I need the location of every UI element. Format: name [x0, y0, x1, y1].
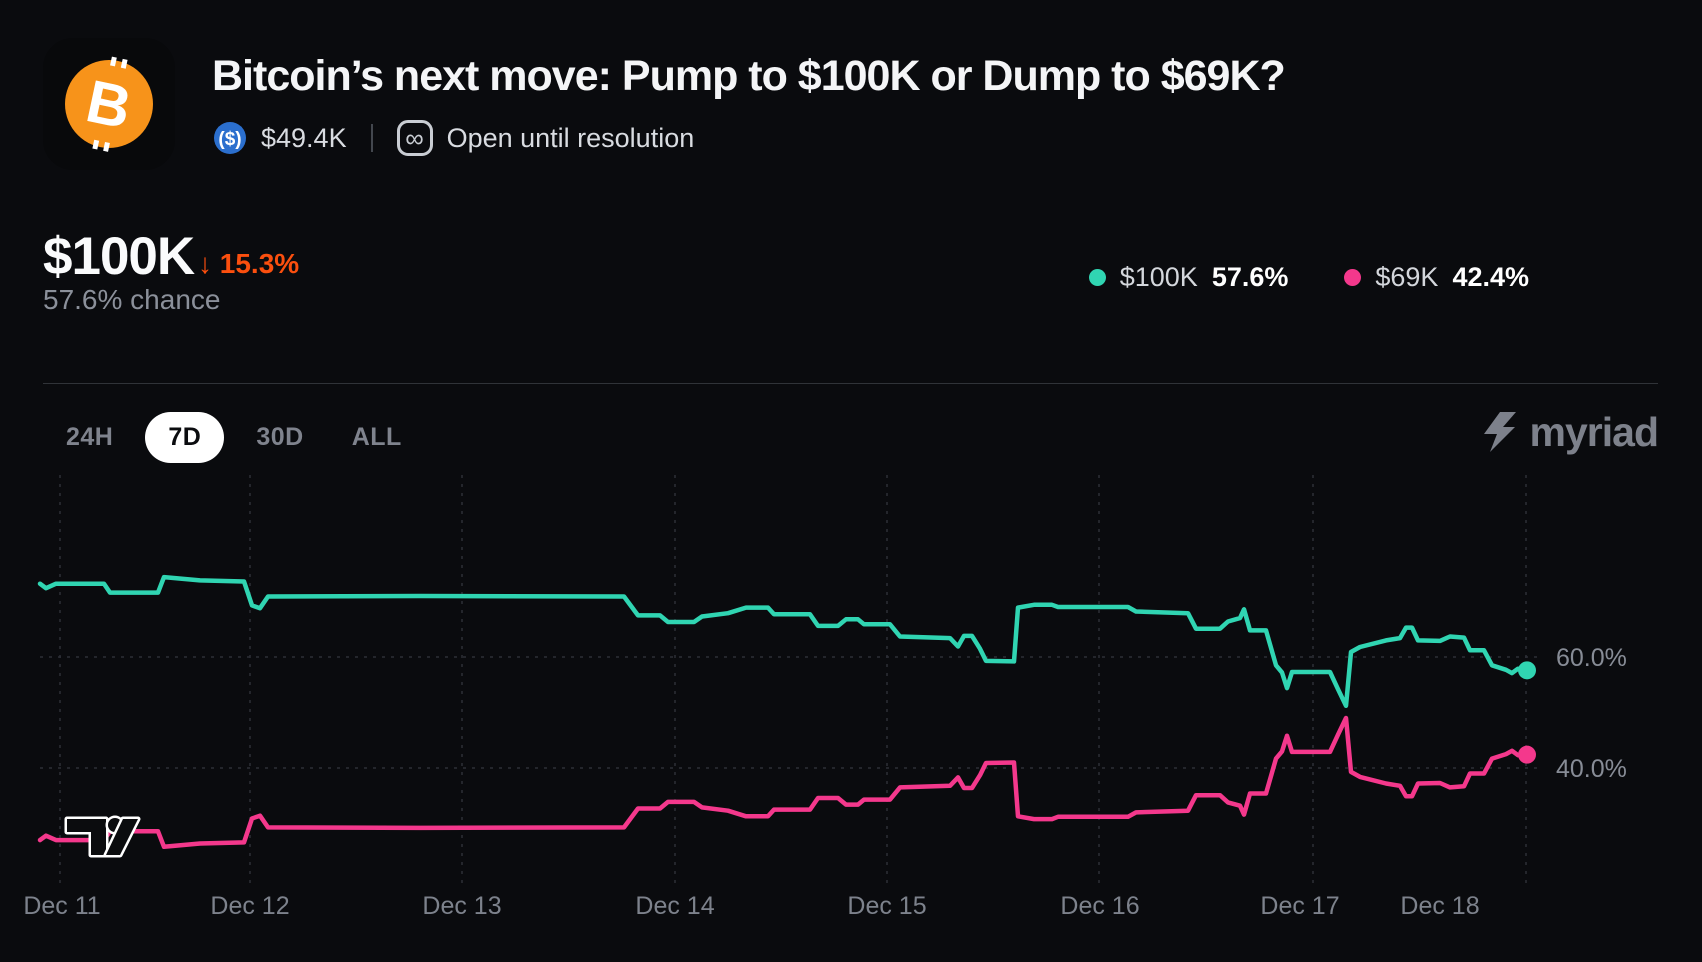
price-line-end-dot	[1518, 661, 1536, 680]
price-line-100k	[37, 574, 1530, 709]
selected-outcome-label: $100K	[43, 227, 195, 286]
x-axis-tick-label: Dec 15	[847, 892, 926, 920]
tradingview-logo	[64, 815, 141, 858]
legend-label: $69K	[1375, 262, 1439, 292]
price-line-end-dot	[1518, 745, 1536, 764]
timeframe-tab-all[interactable]: ALL	[336, 412, 418, 463]
myriad-brand: myriad	[1479, 408, 1659, 455]
legend-dot-icon	[1088, 269, 1106, 286]
x-axis-tick-label: Dec 14	[635, 892, 714, 920]
y-axis-tick-label: 60.0%	[1556, 644, 1627, 672]
y-axis-tick-label: 40.0%	[1556, 755, 1627, 783]
outcome-change-negative: ↓ 15.3%	[198, 248, 300, 279]
legend-label: $100K	[1119, 262, 1198, 292]
myriad-brand-name: myriad	[1529, 408, 1659, 455]
legend-value: 42.4%	[1452, 262, 1529, 292]
infinity-icon: ∞	[396, 120, 433, 156]
market-title: Bitcoin’s next move: Pump to $100K or Du…	[212, 52, 1286, 100]
chart-legend: $100K 57.6% $69K 42.4%	[1088, 262, 1529, 293]
market-status: Open until resolution	[446, 122, 695, 153]
x-axis-tick-label: Dec 16	[1060, 892, 1139, 920]
legend-dot-icon	[1344, 269, 1362, 286]
legend-item-100k: $100K 57.6%	[1088, 262, 1289, 293]
x-axis-tick-label: Dec 13	[422, 892, 501, 920]
x-axis-tick-label: Dec 11	[23, 892, 100, 920]
outcome-chance: 57.6% chance	[43, 284, 221, 315]
x-axis-tick-label: Dec 12	[210, 892, 289, 920]
section-divider	[43, 383, 1658, 384]
price-line-69k	[37, 715, 1530, 850]
tradingview-glyph-one	[64, 816, 109, 858]
timeframe-tab-30d[interactable]: 30D	[240, 412, 319, 463]
timeframe-tab-7d[interactable]: 7D	[145, 412, 225, 463]
meta-separator	[370, 124, 373, 152]
tradingview-glyph-v	[103, 816, 141, 858]
market-volume: $49.4K	[261, 122, 347, 153]
timeframe-tab-24h[interactable]: 24H	[50, 412, 129, 463]
usdc-coin-icon: ($)	[214, 122, 246, 154]
market-meta-row: ($) $49.4K ∞ Open until resolution	[213, 120, 694, 156]
myriad-bolt-icon	[1483, 412, 1516, 452]
svg-text:($): ($)	[218, 129, 241, 150]
timeframe-tabs: 24H 7D 30D ALL	[50, 412, 418, 463]
x-axis-tick-label: Dec 17	[1260, 892, 1339, 920]
legend-item-69k: $69K 42.4%	[1344, 262, 1529, 293]
market-avatar-bitcoin-icon: B	[43, 38, 175, 170]
x-axis-tick-label: Dec 18	[1400, 892, 1479, 920]
legend-value: 57.6%	[1211, 262, 1289, 292]
